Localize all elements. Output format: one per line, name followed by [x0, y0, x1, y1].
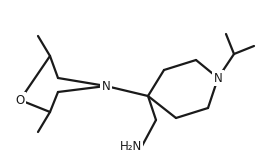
Text: H₂N: H₂N	[120, 140, 142, 152]
Text: O: O	[15, 94, 25, 106]
Text: N: N	[214, 72, 222, 85]
Text: N: N	[102, 79, 110, 92]
